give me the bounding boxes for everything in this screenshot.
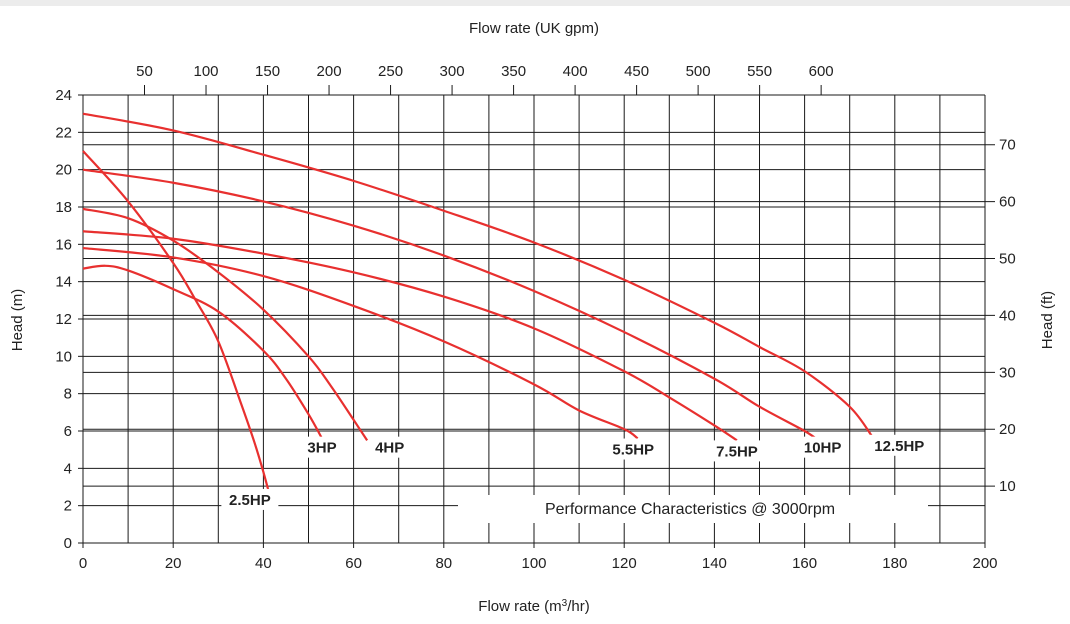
x-tick-label: 180 [882,555,907,572]
x-tick-label: 60 [345,555,362,572]
x2-tick-label: 50 [136,63,153,80]
y2-tick-label: 10 [999,478,1016,495]
label-bg [866,434,933,456]
y2-tick-label: 70 [999,137,1016,154]
chart-title-background [458,495,928,523]
y-axis-label: Head (m) [9,289,26,352]
label-bg [370,436,410,458]
y-tick-label: 24 [55,87,72,104]
y2-tick-label: 30 [999,364,1016,381]
curve-3HP [82,264,323,440]
x2-tick-label: 600 [809,63,834,80]
x2-tick-label: 350 [501,63,526,80]
y-tick-label: 16 [55,236,72,253]
x-tick-label: 100 [521,555,546,572]
x-tick-label: 160 [792,555,817,572]
curve-4HP [82,207,369,441]
curve-10HP [82,168,819,442]
y-tick-label: 8 [64,386,72,403]
grid [78,85,995,548]
x-tick-label: 140 [702,555,727,572]
x2-tick-label: 200 [317,63,342,80]
top-x-axis-label: Flow rate (UK gpm) [469,20,599,37]
tick-labels: 0 20 40 60 80 100 120 140 160 180 2000246810121416… [55,63,1015,572]
x-tick-label: 80 [435,555,452,572]
y-tick-label: 18 [55,199,72,216]
x2-tick-label: 250 [378,63,403,80]
x-tick-label: 40 [255,555,272,572]
label-bg [798,436,847,458]
x2-tick-label: 550 [747,63,772,80]
curve-5-5HP [82,246,639,440]
label-bg [302,436,342,458]
curve-label: 2.5HP [229,492,271,509]
y-tick-label: 2 [64,498,72,515]
y2-tick-label: 40 [999,307,1016,324]
y-tick-label: 4 [64,460,72,477]
y2-tick-label: 50 [999,251,1016,268]
y2-tick-label: 60 [999,194,1016,211]
curve-7-5HP [82,230,738,442]
top-border-strip [0,0,1070,6]
curve-label: 10HP [804,440,842,457]
curve-label: 4HP [375,440,404,457]
curves [82,112,874,506]
curve-label: 7.5HP [716,443,758,460]
x-tick-label: 120 [612,555,637,572]
label-bg [221,488,279,510]
x2-tick-label: 500 [686,63,711,80]
right-y-axis-label: Head (ft) [1039,291,1056,349]
x2-tick-label: 400 [563,63,588,80]
x-tick-label: 0 [79,555,87,572]
label-bg [604,438,662,460]
y-tick-label: 22 [55,124,72,141]
curve-12-5HP [82,112,874,438]
y2-tick-label: 20 [999,421,1016,438]
y-tick-label: 12 [55,311,72,328]
x-tick-label: 200 [972,555,997,572]
curve-label: 12.5HP [874,438,924,455]
curve-labels: 2.5HP 3HP 4HP 5.5HP 7.5HP 10HP 12.5HP [229,438,924,509]
y-tick-label: 14 [55,274,72,291]
curve-label-backgrounds [221,434,933,510]
label-bg [708,440,766,462]
curve-2-5HP [82,150,274,506]
y-tick-label: 20 [55,162,72,179]
curve-label: 3HP [307,440,336,457]
curve-label: 5.5HP [612,442,654,459]
x2-tick-label: 450 [624,63,649,80]
y-tick-label: 0 [64,535,72,552]
x2-tick-label: 100 [194,63,219,80]
x2-tick-label: 300 [440,63,465,80]
x-tick-label: 20 [165,555,182,572]
x2-tick-label: 150 [255,63,280,80]
chart-title: Performance Characteristics @ 3000rpm [545,501,835,518]
y-tick-label: 10 [55,348,72,365]
x-axis-label: Flow rate (m3/hr) [478,598,589,616]
y-tick-label: 6 [64,423,72,440]
